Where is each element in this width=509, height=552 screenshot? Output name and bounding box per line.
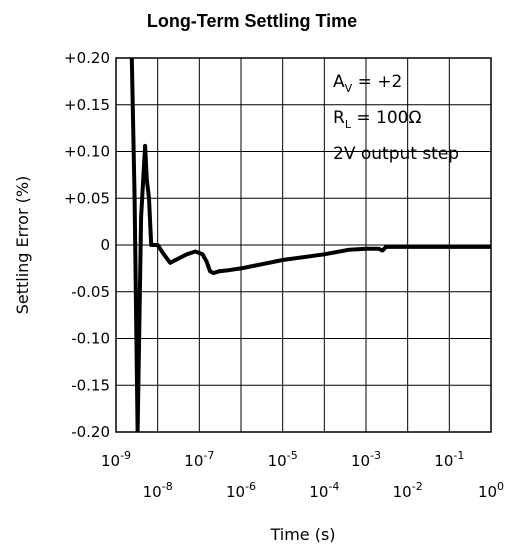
y-tick-label: +0.05 (64, 189, 110, 207)
settling-error-line (129, 58, 491, 432)
y-tick-label: -0.05 (71, 283, 110, 301)
x-tick-label-lower: 10-6 (226, 480, 256, 501)
x-tick-label-upper: 10-1 (434, 449, 464, 470)
y-tick-label: -0.10 (71, 330, 110, 348)
x-tick-label-lower: 100 (478, 480, 504, 501)
y-axis-ticks: +0.20 +0.15 +0.10 +0.05 0 -0.05 -0.10 -0.15 -0.2… (64, 49, 110, 441)
annotation-gain: AV = +2 (333, 72, 402, 95)
x-tick-label-lower: 10-4 (309, 480, 339, 501)
plot-frame (115, 57, 492, 433)
y-tick-label: +0.10 (64, 143, 110, 161)
chart-annotations: AV = +2 RL = 100Ω 2V output step (333, 72, 459, 164)
y-tick-label: -0.20 (71, 423, 110, 441)
annotation-load: RL = 100Ω (333, 108, 421, 131)
annotation-step: 2V output step (333, 144, 459, 164)
x-tick-label-lower: 10-8 (143, 480, 173, 501)
x-tick-label-upper: 10-5 (268, 449, 298, 470)
y-axis-label: Settling Error (%) (13, 176, 32, 315)
x-tick-label-upper: 10-3 (351, 449, 381, 470)
chart-title: Long-Term Settling Time (147, 11, 357, 31)
y-tick-label: +0.20 (64, 49, 110, 67)
y-tick-label: +0.15 (64, 96, 110, 114)
y-tick-label: 0 (100, 236, 110, 254)
x-axis-ticks: 10-9 10-7 10-5 10-3 10-1 10-8 10-6 10-4 10-2 100 (101, 449, 504, 501)
x-tick-label-upper: 10-9 (101, 449, 131, 470)
series-group (129, 58, 491, 432)
y-tick-label: -0.15 (71, 376, 110, 394)
x-tick-label-upper: 10-7 (184, 449, 214, 470)
x-axis-label: Time (s) (269, 525, 335, 544)
x-tick-label-lower: 10-2 (393, 480, 423, 501)
